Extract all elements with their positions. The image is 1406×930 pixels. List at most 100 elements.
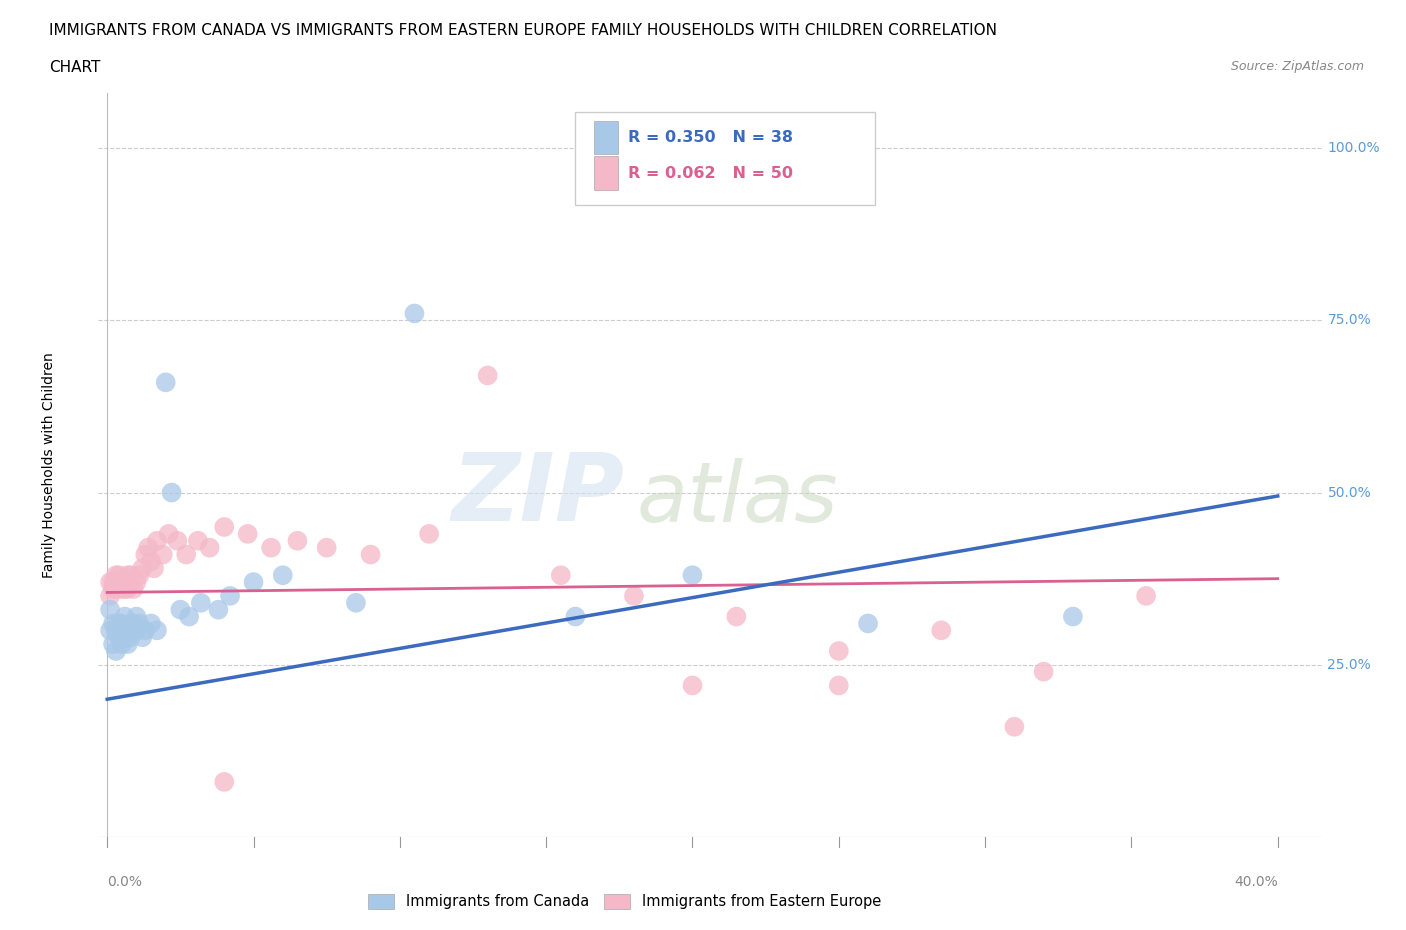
Point (128, 568, 150, 583)
Point (477, 368, 499, 383)
Point (143, 561, 166, 576)
Point (104, 568, 127, 583)
Bar (593, 121, 619, 154)
Point (104, 623, 127, 638)
Point (157, 526, 180, 541)
Point (1032, 664, 1054, 679)
Point (114, 581, 136, 596)
Point (125, 575, 148, 590)
Point (174, 547, 197, 562)
Point (236, 526, 259, 541)
Point (98, 623, 121, 638)
Point (117, 581, 139, 596)
Point (98, 575, 121, 590)
Point (242, 575, 264, 590)
Point (111, 581, 134, 596)
Text: atlas: atlas (637, 458, 838, 539)
Text: 40.0%: 40.0% (1234, 875, 1278, 889)
Point (287, 533, 309, 548)
Point (207, 603, 229, 618)
Point (190, 595, 212, 610)
Text: CHART: CHART (49, 60, 101, 75)
Point (117, 568, 139, 583)
Point (146, 623, 169, 638)
Point (344, 595, 367, 610)
Point (166, 533, 188, 548)
Text: Family Households with Children: Family Households with Children (42, 352, 56, 578)
Point (114, 609, 136, 624)
Point (260, 540, 283, 555)
Point (120, 575, 142, 590)
Point (98, 589, 121, 604)
Text: 75.0%: 75.0% (1327, 313, 1371, 327)
Point (146, 533, 169, 548)
Text: 0.0%: 0.0% (107, 875, 142, 889)
Point (160, 485, 183, 500)
Point (111, 575, 134, 590)
Point (108, 630, 131, 644)
Text: 100.0%: 100.0% (1327, 141, 1381, 155)
Point (187, 533, 209, 548)
Point (98, 603, 121, 618)
Point (682, 678, 704, 693)
Point (120, 630, 142, 644)
Text: R = 0.062   N = 50: R = 0.062 N = 50 (628, 166, 793, 180)
Point (114, 630, 136, 644)
Text: ZIP: ZIP (451, 449, 624, 540)
Point (152, 547, 174, 562)
Point (212, 520, 235, 535)
Point (725, 609, 748, 624)
Point (1062, 609, 1084, 624)
Point (134, 547, 156, 562)
Point (122, 581, 145, 596)
Point (360, 547, 382, 562)
Point (101, 616, 124, 631)
Point (136, 540, 159, 555)
Text: R = 0.350   N = 38: R = 0.350 N = 38 (628, 130, 793, 145)
Point (828, 644, 851, 658)
Point (828, 678, 851, 693)
Point (125, 623, 148, 638)
Text: 25.0%: 25.0% (1327, 658, 1371, 671)
Point (108, 616, 131, 631)
Point (219, 589, 242, 604)
Text: 50.0%: 50.0% (1327, 485, 1371, 499)
Point (1002, 719, 1025, 734)
Point (179, 609, 201, 624)
Point (101, 581, 124, 596)
Point (104, 644, 127, 658)
Point (418, 526, 440, 541)
Point (134, 623, 156, 638)
Point (682, 568, 704, 583)
Point (271, 568, 294, 583)
Point (101, 575, 124, 590)
Point (101, 637, 124, 652)
Point (117, 623, 139, 638)
Point (315, 540, 337, 555)
Point (169, 603, 191, 618)
Point (125, 609, 148, 624)
Bar (593, 156, 619, 190)
Text: IMMIGRANTS FROM CANADA VS IMMIGRANTS FROM EASTERN EUROPE FAMILY HOUSEHOLDS WITH : IMMIGRANTS FROM CANADA VS IMMIGRANTS FRO… (49, 23, 997, 38)
Point (120, 568, 142, 583)
Point (550, 568, 572, 583)
Point (104, 581, 127, 596)
Point (564, 609, 586, 624)
Point (117, 637, 139, 652)
Text: Source: ZipAtlas.com: Source: ZipAtlas.com (1230, 60, 1364, 73)
FancyBboxPatch shape (575, 112, 875, 205)
Point (1135, 589, 1157, 604)
Point (128, 616, 150, 631)
Point (623, 589, 645, 604)
Point (111, 637, 134, 652)
Point (122, 616, 145, 631)
Point (155, 375, 177, 390)
Point (856, 616, 879, 631)
Point (212, 775, 235, 790)
Point (198, 540, 221, 555)
Point (108, 568, 131, 583)
Point (108, 575, 131, 590)
Point (111, 616, 134, 631)
Point (131, 561, 153, 576)
Legend: Immigrants from Canada, Immigrants from Eastern Europe: Immigrants from Canada, Immigrants from … (363, 888, 887, 915)
